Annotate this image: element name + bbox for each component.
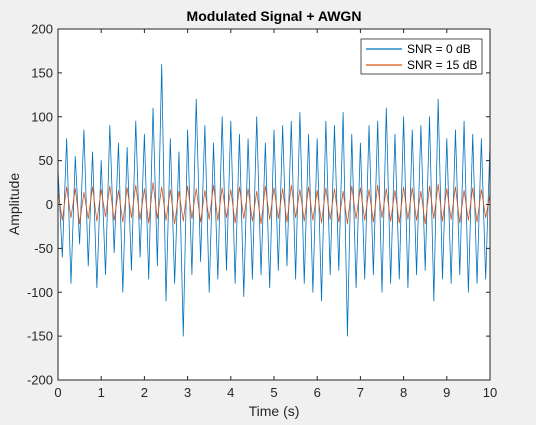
x-tick-label: 7 — [357, 385, 364, 400]
y-tick-label: -100 — [27, 285, 53, 300]
x-tick-label: 9 — [443, 385, 450, 400]
x-tick-label: 10 — [483, 385, 497, 400]
legend: SNR = 0 dB SNR = 15 dB — [360, 38, 483, 75]
y-tick-label: 0 — [46, 197, 53, 212]
x-tick-label: 0 — [54, 385, 61, 400]
x-axis: 0 1 2 3 4 5 6 7 8 9 10 — [54, 29, 497, 400]
x-tick-label: 3 — [184, 385, 191, 400]
series-line-0 — [57, 63, 491, 337]
series-layer — [57, 63, 491, 337]
y-tick-label: -150 — [27, 329, 53, 344]
series-line-1 — [57, 182, 491, 225]
x-tick-label: 5 — [270, 385, 277, 400]
legend-label-snr-0: SNR = 0 dB — [407, 42, 471, 56]
y-axis-label: Amplitude — [6, 173, 22, 235]
y-tick-label: -50 — [34, 241, 53, 256]
legend-label-snr-15: SNR = 15 dB — [407, 58, 477, 72]
y-tick-label: 50 — [39, 153, 53, 168]
x-tick-label: 2 — [141, 385, 148, 400]
x-tick-label: 4 — [227, 385, 234, 400]
x-tick-label: 6 — [314, 385, 321, 400]
x-tick-label: 1 — [98, 385, 105, 400]
chart-title: Modulated Signal + AWGN — [187, 8, 362, 24]
y-tick-label: -200 — [27, 373, 53, 388]
plot-area — [58, 29, 490, 380]
y-tick-label: 150 — [31, 65, 53, 80]
x-tick-label: 8 — [400, 385, 407, 400]
legend-box — [360, 38, 483, 75]
y-axis: -200 -150 -100 -50 0 50 100 150 200 — [27, 22, 490, 388]
y-tick-label: 200 — [31, 22, 53, 37]
y-tick-label: 100 — [31, 109, 53, 124]
x-axis-label: Time (s) — [249, 403, 300, 419]
